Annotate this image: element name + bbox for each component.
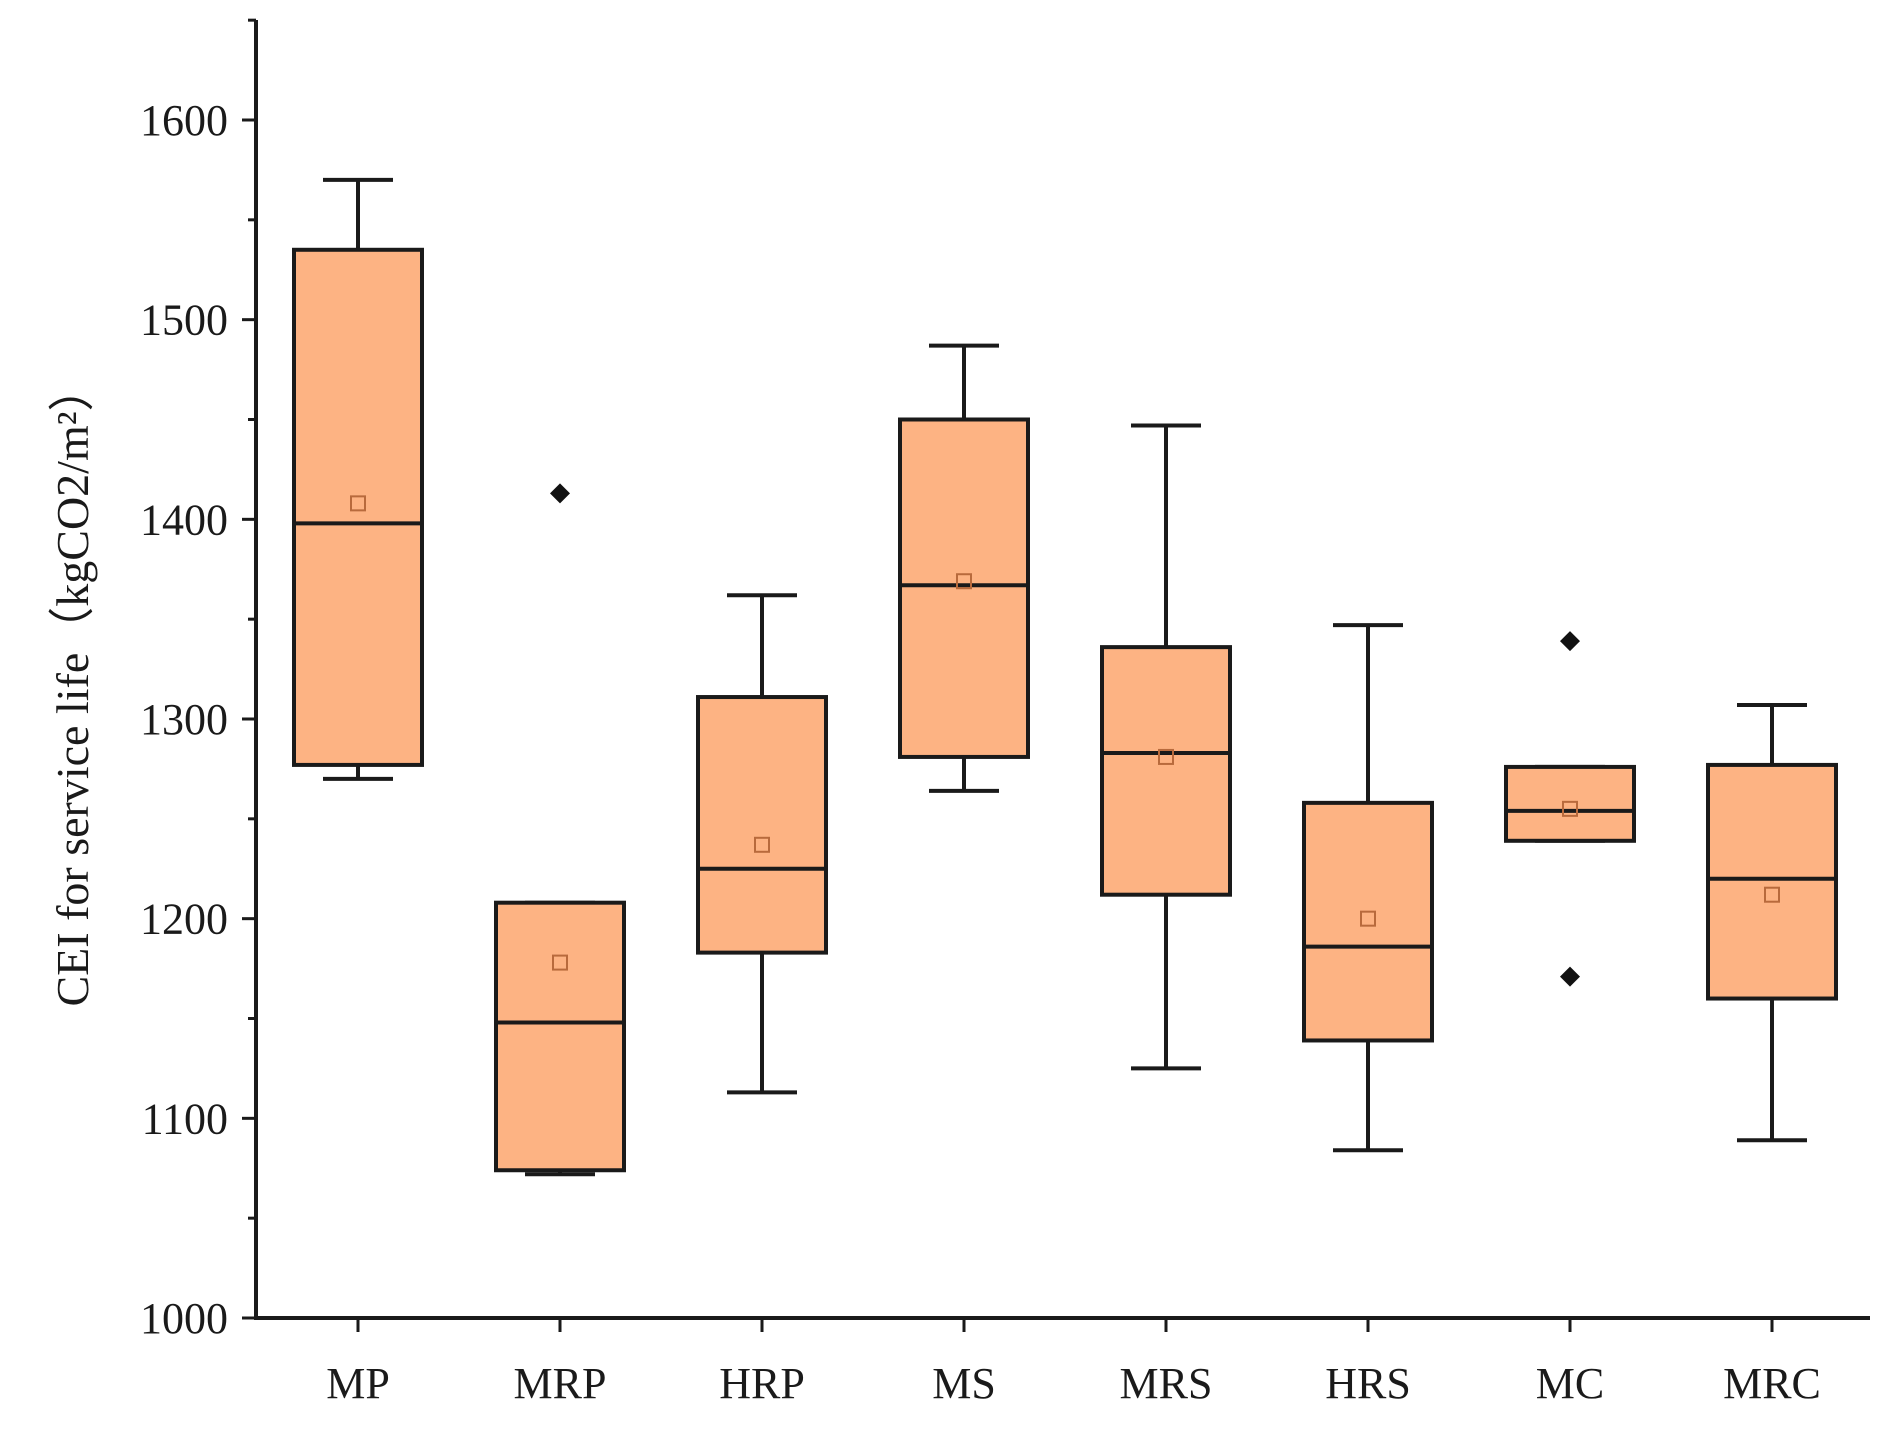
x-tick-label-ms: MS <box>932 1359 996 1408</box>
y-tick-label: 1400 <box>140 495 228 544</box>
x-tick-label-hrp: HRP <box>719 1359 805 1408</box>
y-tick-label: 1100 <box>142 1094 228 1143</box>
x-tick-label-mrc: MRC <box>1723 1359 1821 1408</box>
outlier-point-mrp-0 <box>550 483 570 504</box>
mean-marker-mrs <box>1158 748 1174 765</box>
mean-marker-hrs <box>1360 910 1376 927</box>
outlier-point-mc-0 <box>1560 631 1580 652</box>
x-tick-label-mrs: MRS <box>1120 1359 1213 1408</box>
x-tick-label-hrs: HRS <box>1325 1359 1411 1408</box>
box-mc <box>1504 764 1636 843</box>
x-tick-label-mrp: MRP <box>514 1359 607 1408</box>
x-tick-label-mp: MP <box>326 1359 390 1408</box>
mean-marker-mp <box>350 495 366 512</box>
x-tick-label-mc: MC <box>1536 1359 1604 1408</box>
box-mp <box>292 247 424 767</box>
box-hrs <box>1302 800 1434 1043</box>
outlier-point-mc-1 <box>1560 966 1580 987</box>
box-mrp <box>494 900 626 1173</box>
box-mrs <box>1100 645 1232 897</box>
box-mrc <box>1706 762 1838 1001</box>
plot-area: 1000 1100 1200 1300 1400 1500 1600 MP MRP HRP MS MR… <box>140 18 1870 1408</box>
y-tick-label: 1300 <box>140 695 228 744</box>
mean-marker-mc <box>1562 800 1578 817</box>
y-tick-label: 1200 <box>140 895 228 944</box>
y-tick-label: 1500 <box>140 296 228 345</box>
mean-marker-mrp <box>552 954 568 971</box>
y-tick-label: 1600 <box>140 96 228 145</box>
y-tick-label: 1000 <box>140 1294 228 1343</box>
mean-marker-ms <box>956 573 972 590</box>
box-hrp <box>696 695 828 955</box>
mean-marker-mrc <box>1764 886 1780 903</box>
y-axis-label: CEI for service life（kgCO2/m²） <box>47 365 98 1006</box>
mean-marker-hrp <box>754 836 770 853</box>
